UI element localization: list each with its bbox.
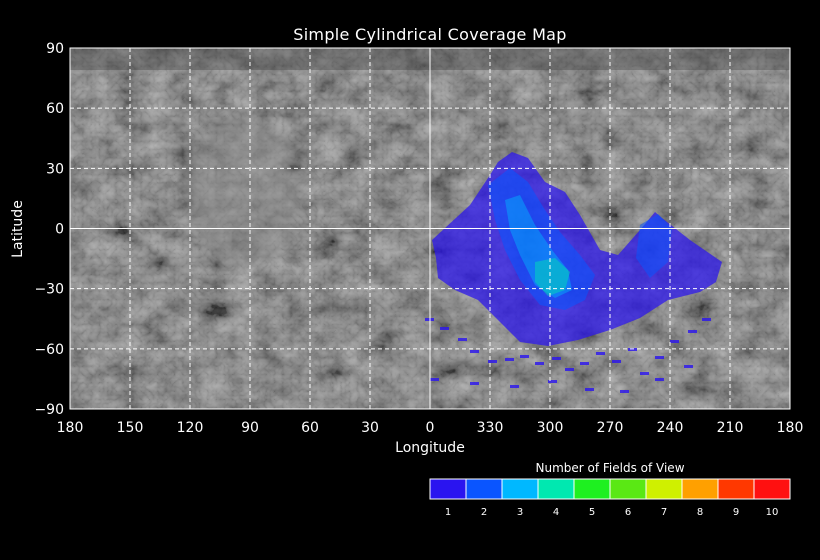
coverage-region-3 [505,195,572,298]
coverage-fragment [684,365,693,368]
x-tick-label: 0 [426,420,435,436]
coverage-fragment [620,390,629,393]
legend-label: 9 [733,507,739,518]
coverage-fragment [596,352,605,355]
legend-label: 5 [589,507,595,518]
x-axis-label: Longitude [395,440,465,456]
coverage-fragment [628,348,637,351]
coverage-fragment [655,378,664,381]
coverage-fragment [640,372,649,375]
y-tick-label: −90 [34,402,64,418]
bright-smooth-region [185,115,305,265]
legend-label: 4 [553,507,559,518]
coverage-region-5 [636,214,672,278]
legend-swatch [609,478,647,500]
coverage-fragment [552,357,561,360]
legend-swatch [573,478,611,500]
coverage-region-4 [535,258,570,296]
legend-label: 7 [661,507,667,518]
legend-label: 8 [697,507,703,518]
legend-label: 3 [517,507,523,518]
x-tick-label: 330 [477,420,504,436]
y-tick-label: 0 [55,222,64,238]
y-tick-label: −30 [34,282,64,298]
coverage-fragment [585,388,594,391]
plot-area [70,48,790,409]
legend-label: 6 [625,507,631,518]
x-tick-label: 60 [301,420,319,436]
legend: 1 2 3 4 5 6 7 8 9 10 [429,478,791,518]
coverage-fragment [655,356,664,359]
y-tick-label: 60 [46,101,64,117]
coverage-fragment [520,355,529,358]
x-tick-label: 300 [537,420,564,436]
x-tick-label: 180 [57,420,84,436]
legend-swatch [717,478,755,500]
coverage-fragment [510,385,519,388]
coverage-fragment [580,362,589,365]
legend-swatch [681,478,719,500]
coverage-fragment [505,358,514,361]
legend-label: 1 [445,507,451,518]
x-tick-label: 240 [657,420,684,436]
x-tick-label: 150 [117,420,144,436]
coverage-fragment [548,380,557,383]
coverage-fragment [470,382,479,385]
x-tick-label: 210 [717,420,744,436]
coverage-overlay [425,152,722,393]
coverage-fragment [470,350,479,353]
legend-swatch [537,478,575,500]
x-tick-label: 120 [177,420,204,436]
x-tick-label: 90 [241,420,259,436]
coverage-fragment [440,327,449,330]
y-tick-label: 90 [46,41,64,57]
legend-swatch [753,478,791,500]
legend-swatch [429,478,467,500]
coverage-fragment [702,318,711,321]
coverage-fragment [670,340,679,343]
coverage-fragment [565,368,574,371]
x-tick-label: 180 [777,420,804,436]
legend-swatch [465,478,503,500]
coverage-fragment [458,338,467,341]
coverage-fragment [488,360,497,363]
y-tick-label: 30 [46,161,64,177]
map-grid [70,48,790,409]
coverage-fragment [535,362,544,365]
map-title: Simple Cylindrical Coverage Map [293,25,567,44]
coverage-region-2 [488,168,595,310]
coverage-fragment [612,360,621,363]
y-axis: 90 60 30 0 −30 −60 −90 [34,41,64,418]
coverage-fragment [688,330,697,333]
plot-frame [69,47,791,410]
legend-swatch [645,478,683,500]
legend-swatch [501,478,539,500]
y-axis-label: Latitude [10,200,26,258]
y-tick-label: −60 [34,342,64,358]
legend-label: 2 [481,507,487,518]
x-tick-label: 270 [597,420,624,436]
x-axis: 180 150 120 90 60 30 0 330 300 270 240 210 180 [57,420,804,436]
legend-title: Number of Fields of View [535,461,684,475]
legend-label: 10 [766,507,779,518]
x-tick-label: 30 [361,420,379,436]
coverage-fragment [430,378,439,381]
